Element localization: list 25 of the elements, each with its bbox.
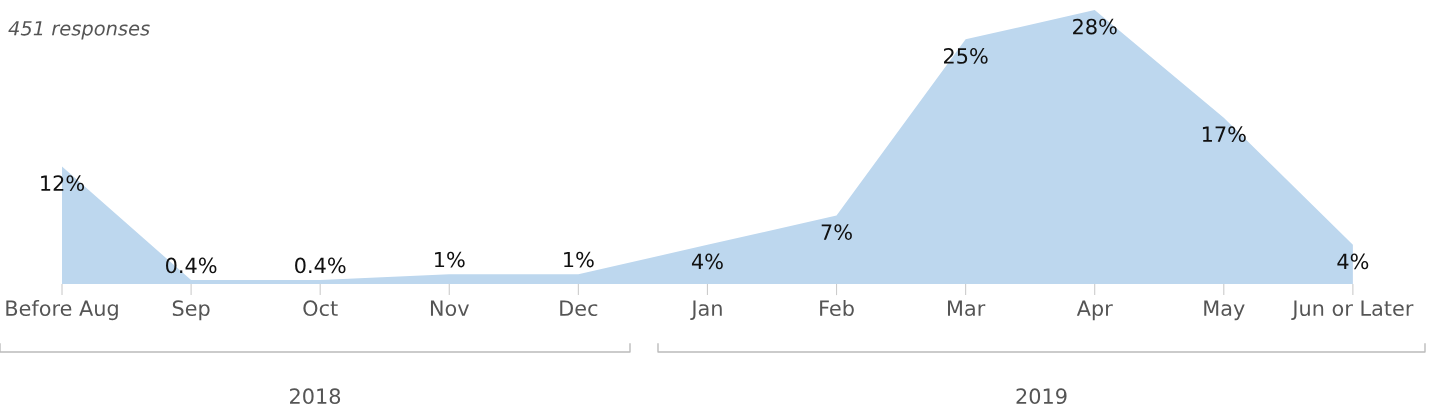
x-tick-label: Nov [430, 300, 469, 317]
x-tick-label: Dec [560, 300, 598, 317]
data-label: 1% [435, 251, 465, 268]
x-tick-label: Jan [690, 300, 722, 320]
data-label: 28% [1073, 18, 1117, 35]
data-label: 17% [1202, 126, 1246, 143]
x-tick-label: Jun or Later [1291, 300, 1414, 320]
text: 2018 [290, 388, 341, 405]
data-label: 4% [1337, 253, 1369, 270]
x-tick-label: Feb [820, 299, 854, 317]
text: 451 responses [8, 21, 150, 40]
data-label: 25% [943, 48, 988, 64]
text: 2019 [1016, 388, 1067, 405]
x-tick-label: May [1204, 300, 1245, 321]
data-label: 0.4% [166, 257, 217, 274]
x-tick-label: Apr [1076, 300, 1113, 321]
x-tick-label: Sep [172, 300, 210, 321]
data-label: 12% [41, 175, 85, 192]
data-label: 1% [564, 251, 594, 268]
data-label: 4% [691, 253, 723, 270]
x-tick-label: Before Aug [6, 299, 118, 321]
x-tick-label: Mar [948, 300, 986, 317]
x-tick-label: Oct [303, 300, 338, 317]
data-label: 0.4% [295, 257, 346, 274]
data-label: 7% [821, 224, 852, 240]
